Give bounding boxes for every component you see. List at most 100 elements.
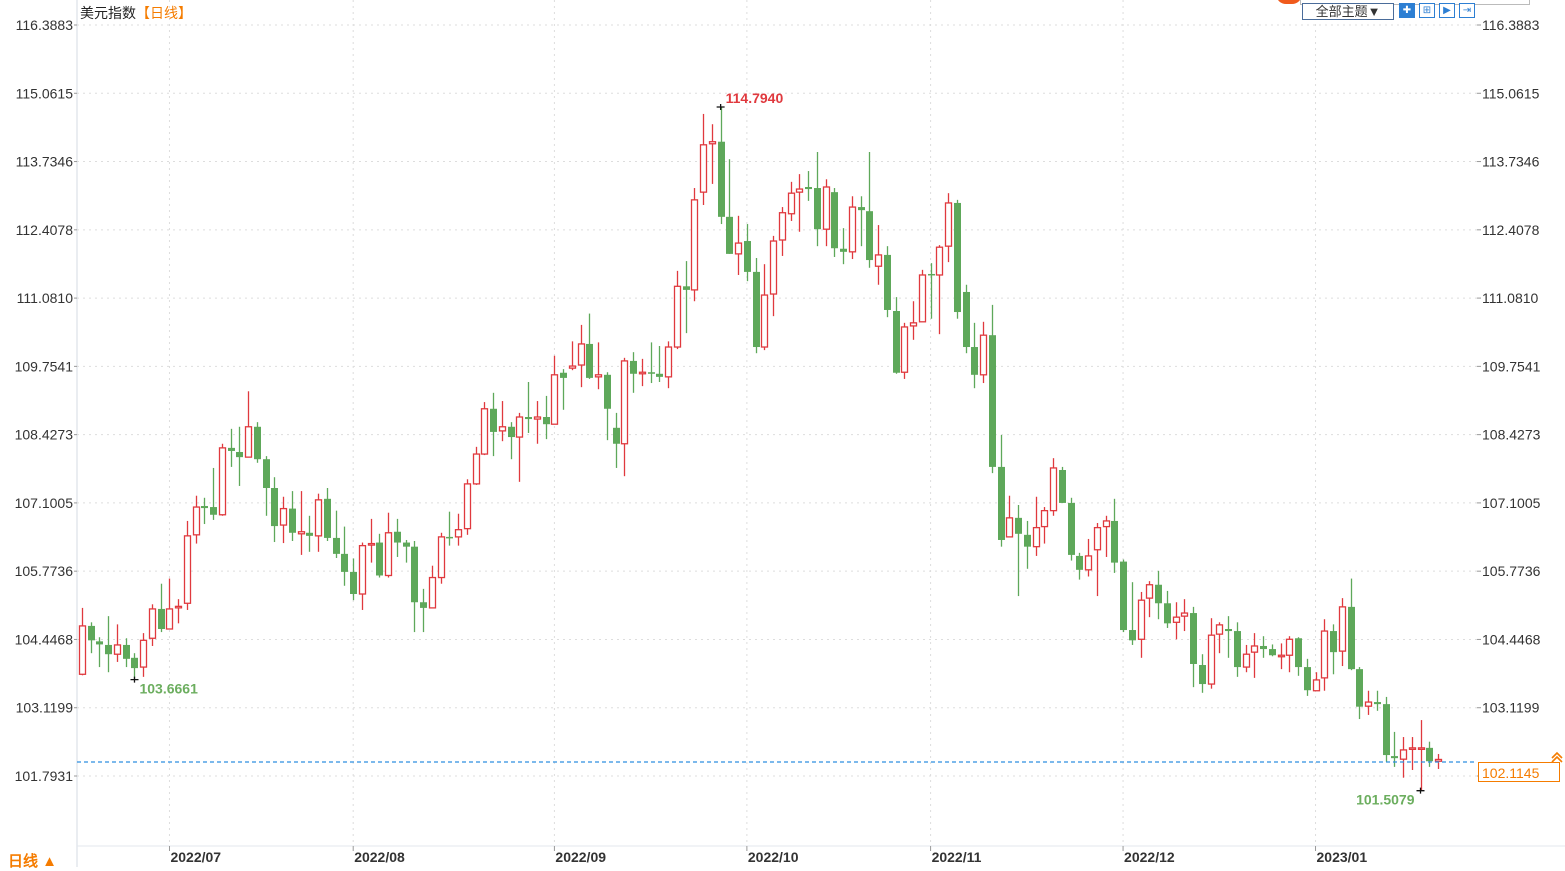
candle-body (96, 641, 103, 645)
candle (690, 188, 699, 302)
y-tick-label: 112.4078 (16, 222, 74, 238)
candle-body (480, 408, 489, 455)
candle (909, 301, 918, 340)
y-tick-label: 111.0810 (1482, 290, 1539, 306)
jump-end-icon[interactable]: ⇥ (1459, 3, 1475, 18)
candle (1234, 622, 1241, 677)
y-tick-label: 116.3883 (16, 17, 74, 33)
candle (1364, 690, 1373, 715)
candle-body (1348, 606, 1355, 670)
candle (341, 526, 348, 586)
candle (1269, 644, 1276, 657)
chart-title: 美元指数【日线】 (80, 3, 192, 23)
candle (218, 443, 227, 516)
candle-body (577, 343, 586, 366)
candle (630, 352, 637, 393)
candle-body (543, 417, 550, 425)
candle (1312, 672, 1321, 692)
candle-body (1399, 749, 1408, 760)
candle (1260, 636, 1267, 658)
candle-body (1260, 645, 1267, 650)
candle (963, 284, 970, 354)
candle-body (866, 211, 873, 261)
candle-body (403, 542, 410, 547)
candle-body (699, 144, 708, 193)
candle-body (1164, 603, 1171, 624)
candle (753, 258, 760, 354)
candle (139, 633, 148, 677)
candle-body (1391, 756, 1398, 759)
candle (568, 341, 577, 371)
candle (428, 565, 437, 609)
candle (858, 196, 865, 247)
double-up-arrow-icon (1551, 751, 1563, 763)
candle-body (1040, 510, 1049, 528)
candle-body (1356, 669, 1363, 707)
candle (289, 491, 296, 542)
candle (96, 637, 103, 668)
candle-body (244, 426, 253, 458)
candle-body (123, 644, 130, 659)
candle-body (673, 285, 682, 348)
candle (1164, 590, 1171, 628)
candle-body (1120, 561, 1127, 631)
y-tick-label: 111.0810 (17, 290, 74, 306)
candle (490, 392, 497, 457)
candle-body (446, 536, 453, 539)
min-label: 101.5079 (1356, 792, 1415, 808)
candle-body (271, 488, 278, 527)
candle-body (148, 608, 157, 639)
candle-body (236, 451, 243, 458)
candle (1145, 581, 1154, 618)
candle-body (228, 447, 235, 451)
candle-body (1320, 630, 1329, 679)
candle (165, 578, 174, 630)
y-tick-label: 103.1199 (16, 700, 74, 716)
theme-select[interactable]: 全部主题▼ (1302, 3, 1394, 20)
candle (306, 515, 313, 552)
zoom-in-icon[interactable]: ⊞ (1419, 3, 1435, 18)
candle (1383, 696, 1390, 762)
x-tick-label: 2022/07 (170, 849, 221, 865)
candle-body (1111, 520, 1118, 563)
candle (1426, 741, 1433, 767)
dropdown-edge (1300, 0, 1530, 5)
candle-body (787, 192, 796, 215)
candle-body (944, 202, 953, 247)
period-toggle[interactable]: 日线 ▲ (8, 853, 58, 870)
candle (88, 622, 95, 654)
candle-body (1269, 649, 1276, 656)
max-marker (716, 104, 725, 111)
candle-body (428, 576, 437, 609)
min-marker (1416, 787, 1425, 794)
x-tick-label: 2022/11 (932, 849, 982, 865)
candle (174, 599, 183, 624)
candle (656, 345, 663, 383)
candles (78, 107, 1443, 791)
y-tick-label: 115.0615 (1482, 85, 1540, 101)
candle-body (848, 206, 857, 253)
orange-decoration (1276, 0, 1302, 4)
y-tick-label: 107.1005 (1482, 495, 1541, 511)
candle-body (158, 608, 165, 629)
candle (1250, 633, 1259, 678)
crosshair-icon[interactable]: ✚ (1399, 3, 1415, 18)
candle (954, 199, 961, 319)
candle-body (840, 248, 847, 252)
candle-body (918, 274, 927, 323)
candle (1024, 520, 1031, 569)
candle-body (1285, 638, 1294, 656)
candle-body (998, 466, 1005, 540)
play-forward-icon[interactable]: ▶ (1439, 3, 1455, 18)
candle-body (1190, 613, 1197, 664)
candle-body (490, 408, 497, 432)
candle (604, 372, 611, 441)
candle-body (648, 372, 655, 374)
candle (271, 477, 278, 543)
candle-body (192, 506, 201, 536)
candle (726, 159, 733, 254)
candle (113, 624, 122, 662)
candle-body (769, 240, 778, 295)
candle (586, 313, 593, 379)
